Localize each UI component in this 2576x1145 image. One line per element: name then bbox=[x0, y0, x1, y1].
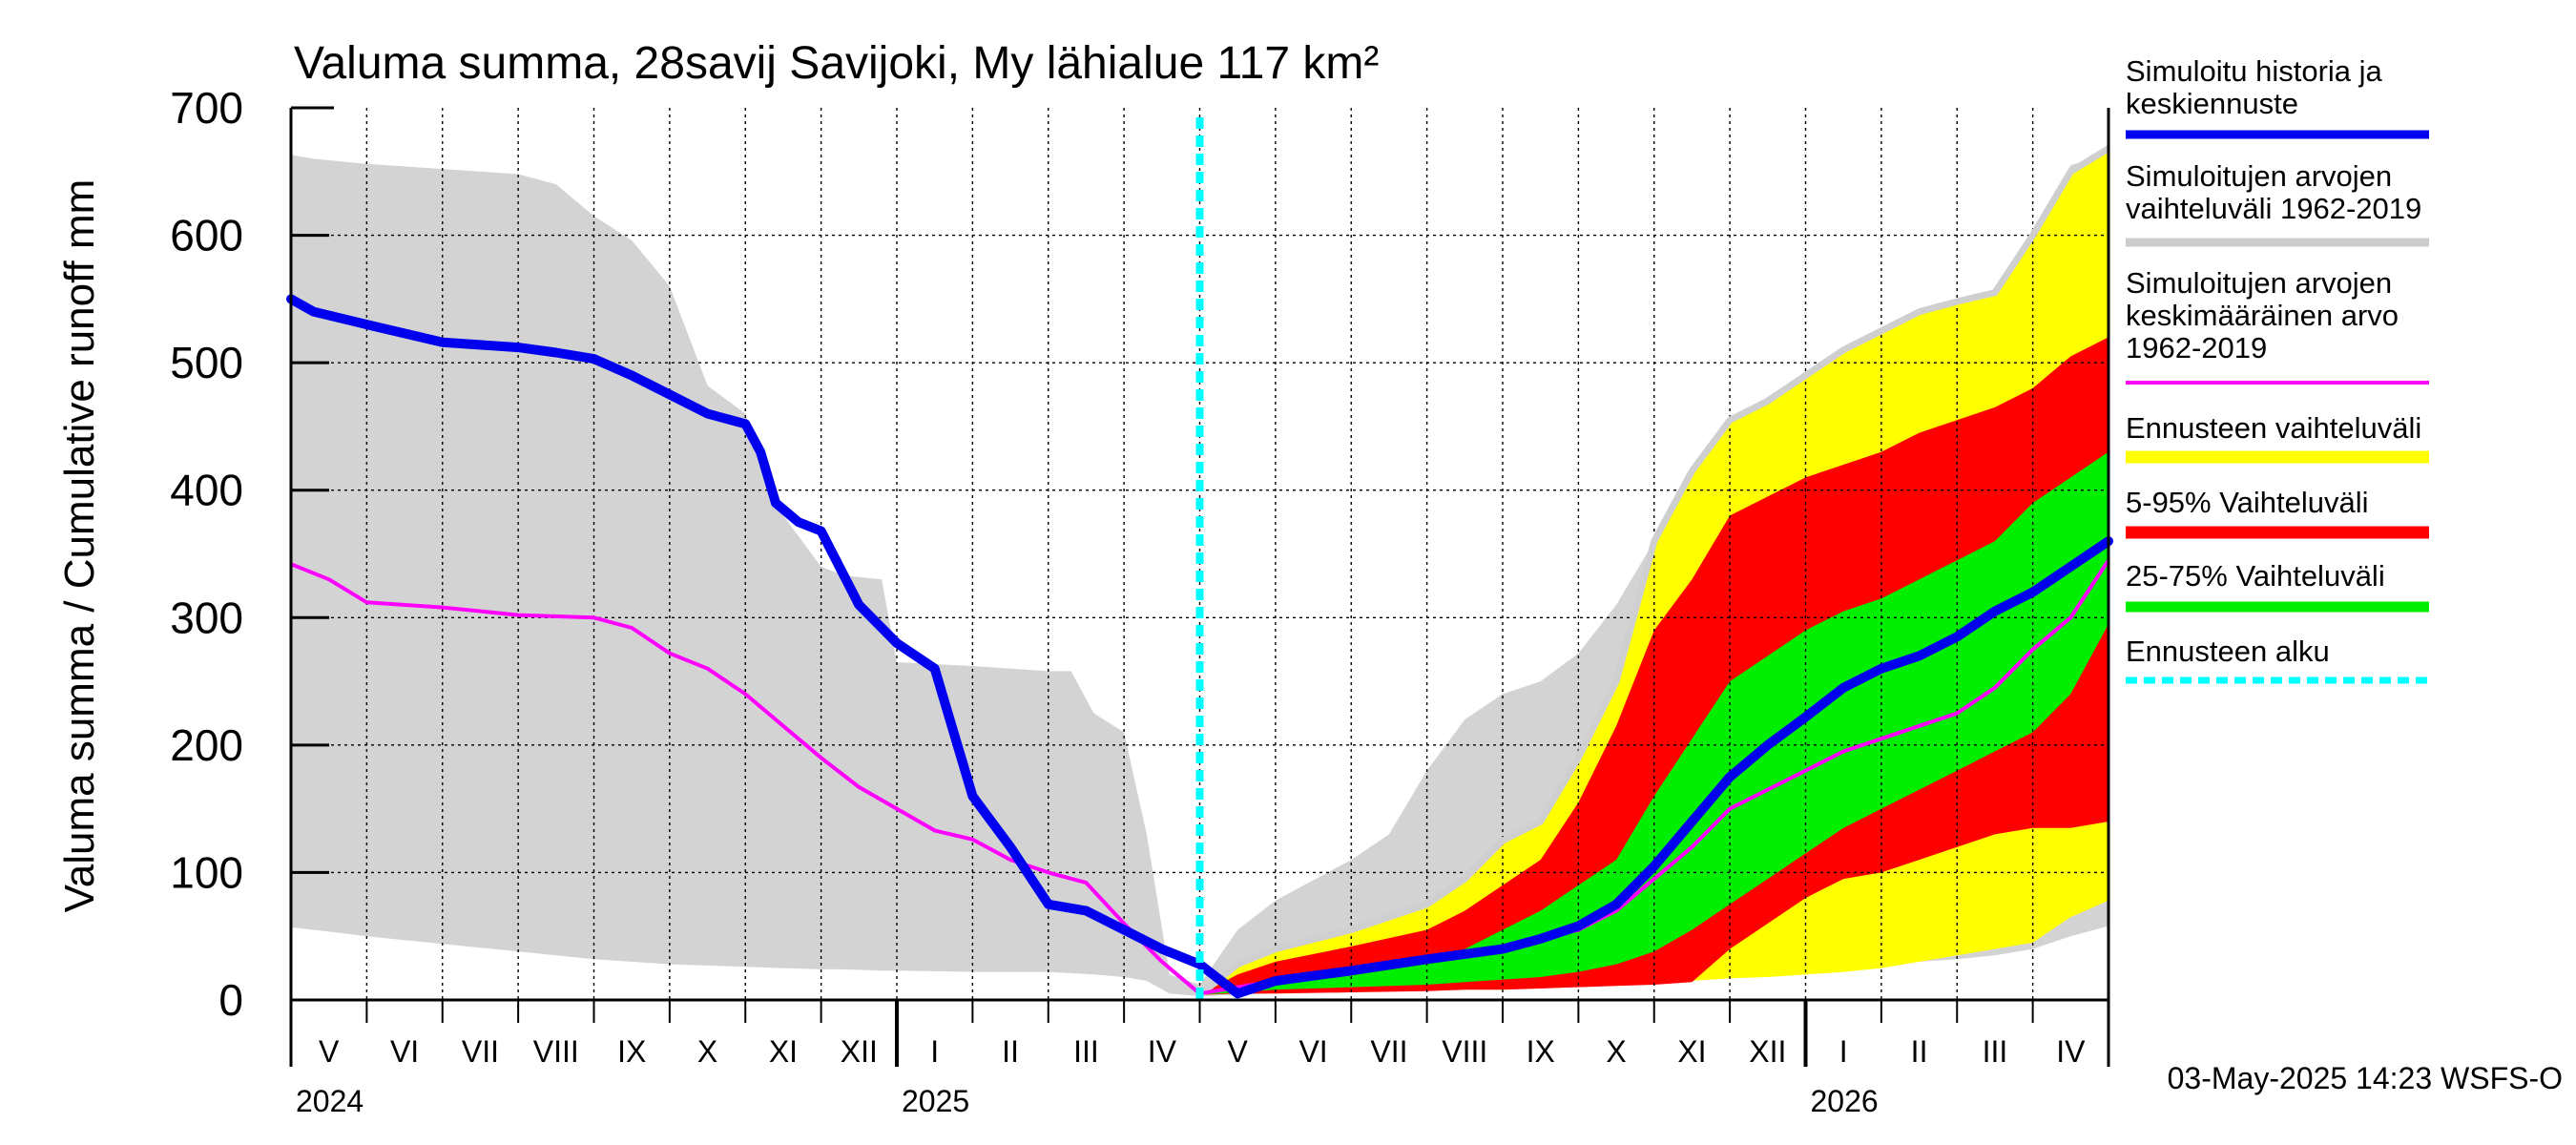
y-tick-label: 200 bbox=[170, 720, 243, 770]
legend-label: 5-95% Vaihteluväli bbox=[2126, 486, 2368, 519]
legend-label: 25-75% Vaihteluväli bbox=[2126, 559, 2385, 593]
x-month-label: XII bbox=[1749, 1034, 1786, 1069]
x-month-label: II bbox=[1911, 1034, 1928, 1069]
x-month-label: VIII bbox=[533, 1034, 579, 1069]
y-tick-label: 400 bbox=[170, 466, 243, 515]
legend-label: Ennusteen alku bbox=[2126, 635, 2330, 668]
x-year-label: 2026 bbox=[1811, 1084, 1879, 1118]
y-tick-label: 700 bbox=[170, 83, 243, 133]
legend-label: Simuloitujen arvojen bbox=[2126, 266, 2392, 300]
y-axis-label: Valuma summa / Cumulative runoff mm bbox=[56, 179, 103, 913]
x-month-label: XI bbox=[1677, 1034, 1706, 1069]
y-tick-label: 300 bbox=[170, 593, 243, 642]
y-tick-label: 100 bbox=[170, 847, 243, 897]
x-month-label: XI bbox=[769, 1034, 798, 1069]
chart-title: Valuma summa, 28savij Savijoki, My lähia… bbox=[294, 38, 1379, 89]
x-month-label: V bbox=[319, 1034, 340, 1069]
y-tick-label: 0 bbox=[218, 975, 243, 1025]
x-month-label: IV bbox=[1148, 1034, 1177, 1069]
x-month-label: VI bbox=[1298, 1034, 1327, 1069]
x-month-label: XII bbox=[841, 1034, 878, 1069]
forecast-upper-edge bbox=[1197, 145, 2110, 998]
x-month-label: IV bbox=[2056, 1034, 2086, 1069]
plot-lines bbox=[286, 117, 2113, 1000]
x-month-label: I bbox=[930, 1034, 939, 1069]
legend-label: 1962-2019 bbox=[2126, 331, 2267, 364]
simulated-line bbox=[286, 294, 2113, 999]
x-month-label: II bbox=[1002, 1034, 1019, 1069]
x-month-label: IX bbox=[1527, 1034, 1555, 1069]
x-month-label: X bbox=[1606, 1034, 1626, 1069]
y-tick-label: 500 bbox=[170, 338, 243, 387]
legend-label: keskimääräinen arvo bbox=[2126, 299, 2399, 332]
legend-label: Simuloitujen arvojen bbox=[2126, 159, 2392, 193]
x-month-label: X bbox=[697, 1034, 717, 1069]
legend-label: keskiennuste bbox=[2126, 87, 2298, 120]
x-year-label: 2024 bbox=[296, 1084, 364, 1118]
x-month-label: V bbox=[1228, 1034, 1249, 1069]
x-month-label: I bbox=[1839, 1034, 1848, 1069]
x-month-label: IX bbox=[617, 1034, 646, 1069]
legend-label: vaihteluväli 1962-2019 bbox=[2126, 192, 2421, 225]
y-tick-label: 600 bbox=[170, 211, 243, 260]
x-month-label: VIII bbox=[1442, 1034, 1487, 1069]
x-month-label: VII bbox=[462, 1034, 499, 1069]
x-year-label: 2025 bbox=[902, 1084, 969, 1118]
x-month-label: III bbox=[1983, 1034, 2008, 1069]
timestamp: 03-May-2025 14:23 WSFS-O bbox=[2168, 1061, 2563, 1095]
historical-mean-line bbox=[290, 559, 2110, 996]
x-month-label: VII bbox=[1370, 1034, 1407, 1069]
legend-label: Simuloitu historia ja bbox=[2126, 54, 2383, 88]
y-axis-ticks: 0 100 200 300 400 500 600 700 bbox=[170, 83, 329, 1025]
x-month-label: III bbox=[1073, 1034, 1099, 1069]
x-month-label: VI bbox=[390, 1034, 419, 1069]
x-axis: V VI VII VIII IX X XI XII I II III IV V VI VII VIII IX X X… bbox=[296, 1000, 2086, 1118]
legend-label: Ennusteen vaihteluväli bbox=[2126, 411, 2421, 445]
